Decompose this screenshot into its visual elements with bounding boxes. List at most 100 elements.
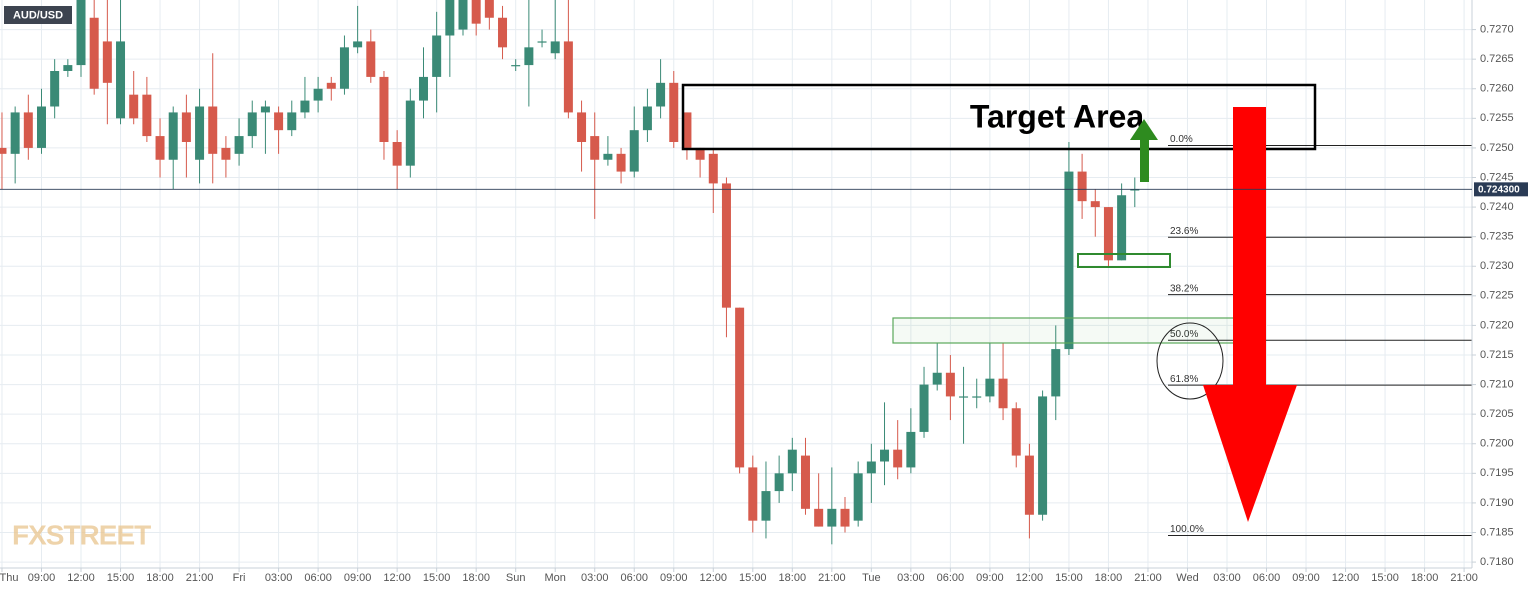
x-tick-label: 21:00: [1450, 572, 1478, 584]
candle-body: [985, 378, 995, 397]
y-tick-label: 0.7210: [1480, 378, 1514, 390]
x-tick-label: 09:00: [344, 572, 372, 584]
x-tick-label: 12:00: [700, 572, 728, 584]
candle-body: [89, 17, 99, 89]
candle-body: [116, 41, 126, 119]
candle-body: [656, 82, 666, 107]
x-tick-label: 18:00: [1411, 572, 1439, 584]
x-tick-label: 21:00: [186, 572, 214, 584]
candle-body: [366, 41, 376, 77]
candle-body: [827, 508, 837, 527]
fib-levels: 0.0% 23.6% 38.2% 50.0% 61.8% 100.0%: [1168, 134, 1472, 536]
candle-body: [1077, 171, 1087, 202]
x-tick-label: Mon: [545, 572, 566, 584]
x-tick-label: 03:00: [897, 572, 925, 584]
x-tick-label: 06:00: [620, 572, 648, 584]
y-tick-label: 0.7185: [1480, 526, 1514, 538]
candle-body: [498, 17, 508, 48]
x-tick-label: 03:00: [1213, 572, 1241, 584]
y-tick-label: 0.7255: [1480, 112, 1514, 124]
candle-body: [10, 112, 20, 154]
candle-body: [919, 384, 929, 432]
y-tick-label: 0.7180: [1480, 556, 1514, 568]
x-tick-label: 03:00: [265, 572, 293, 584]
candles: [0, 0, 1140, 545]
target-label: Target Area: [970, 98, 1144, 134]
y-tick-label: 0.7265: [1480, 53, 1514, 65]
candle-body: [1038, 396, 1048, 515]
candle-body: [260, 106, 270, 113]
candle-body: [748, 467, 758, 521]
x-tick-label: 21:00: [1134, 572, 1162, 584]
y-tick-label: 0.7260: [1480, 83, 1514, 95]
candle-body: [1090, 201, 1100, 208]
x-tick-label: 12:00: [1332, 572, 1360, 584]
candle-body: [800, 455, 810, 509]
axes: 0.7180 0.7185 0.7190 0.7195 0.7200 0.7205 0.72…: [0, 23, 1528, 584]
x-tick-label: 15:00: [423, 572, 451, 584]
candle-body: [1103, 207, 1113, 261]
candle-body: [129, 94, 139, 119]
y-tick-label: 0.7215: [1480, 349, 1514, 361]
y-tick-label: 0.7205: [1480, 408, 1514, 420]
candle-body: [300, 100, 310, 113]
candle-body: [1117, 195, 1127, 261]
candle-body: [932, 372, 942, 385]
x-tick-label: 03:00: [581, 572, 609, 584]
x-tick-label: 18:00: [146, 572, 174, 584]
candle-body: [721, 183, 731, 308]
x-tick-label: 06:00: [304, 572, 332, 584]
candle-body: [735, 307, 745, 468]
x-tick-label: Thu: [0, 572, 18, 584]
zone-box: [892, 317, 1236, 344]
fib-label: 38.2%: [1170, 283, 1198, 294]
fib-label: 0.0%: [1170, 134, 1193, 145]
candle-body: [102, 41, 112, 83]
candle-body: [484, 0, 494, 18]
x-tick-label: Fri: [233, 572, 246, 584]
watermark: FXSTREET: [12, 519, 151, 550]
candle-body: [880, 449, 890, 462]
x-tick-label: 21:00: [818, 572, 846, 584]
candle-body: [998, 378, 1008, 409]
candle-body: [195, 106, 205, 160]
x-tick-label: 12:00: [383, 572, 411, 584]
candle-body: [339, 47, 349, 89]
candle-body: [405, 100, 415, 166]
candle-body: [945, 372, 955, 397]
down-arrow: [1203, 107, 1297, 522]
x-tick-label: 18:00: [1095, 572, 1123, 584]
support-box: [1077, 253, 1171, 268]
candle-body: [629, 130, 639, 172]
fib-label: 100.0%: [1170, 524, 1204, 535]
candle-body: [550, 41, 560, 54]
y-tick-label: 0.7270: [1480, 23, 1514, 35]
candle-body: [590, 136, 600, 160]
candle-body: [155, 136, 165, 160]
candle-body: [853, 473, 863, 521]
candle-body: [959, 396, 969, 398]
x-tick-label: 09:00: [976, 572, 1004, 584]
candle-body: [524, 47, 534, 66]
x-tick-label: 12:00: [67, 572, 95, 584]
y-tick-label: 0.7250: [1480, 142, 1514, 154]
x-tick-label: Sun: [506, 572, 526, 584]
candle-body: [326, 82, 336, 89]
fib-label: 23.6%: [1170, 226, 1198, 237]
candle-body: [379, 76, 389, 142]
candle-body: [866, 461, 876, 474]
candle-body: [511, 65, 521, 67]
candle-body: [893, 449, 903, 468]
candle-body: [577, 112, 587, 142]
candle-body: [168, 112, 178, 160]
y-tick-label: 0.7200: [1480, 438, 1514, 450]
candle-body: [23, 112, 33, 148]
candle-body: [274, 112, 284, 131]
y-tick-label: 0.7195: [1480, 467, 1514, 479]
candle-body: [1051, 349, 1061, 397]
candle-body: [1011, 408, 1021, 456]
symbol-box: [4, 6, 72, 24]
candle-body: [418, 76, 428, 101]
y-tick-label: 0.7190: [1480, 497, 1514, 509]
